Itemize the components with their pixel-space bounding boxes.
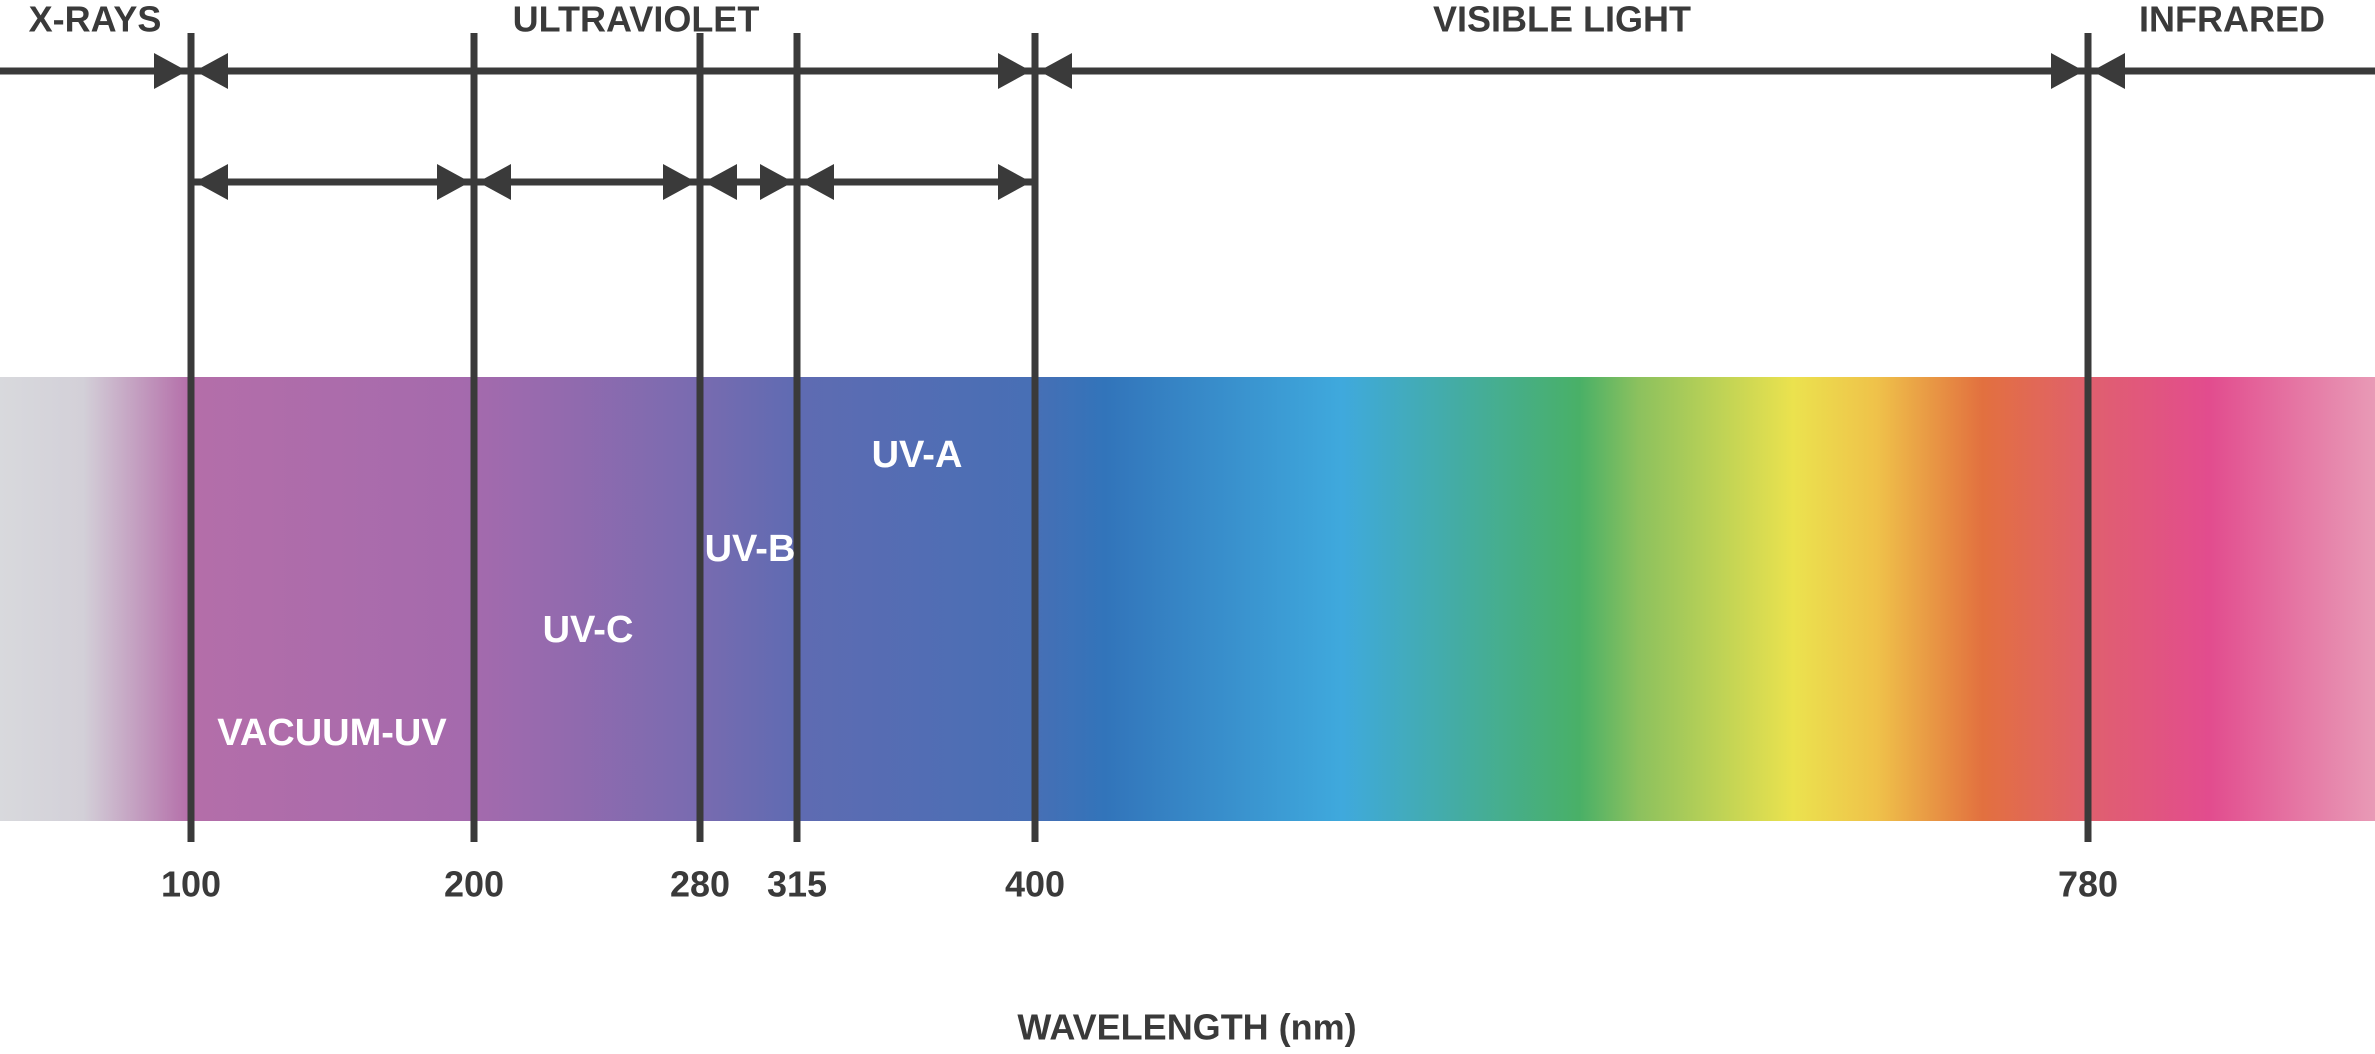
arrowhead [1039, 53, 1072, 89]
arrowhead [760, 164, 793, 200]
region-label: VISIBLE LIGHT [1433, 0, 1691, 40]
arrowhead [704, 164, 737, 200]
band-label: VACUUM-UV [217, 712, 447, 754]
band-label: UV-A [872, 434, 963, 476]
arrowhead [2051, 53, 2084, 89]
arrowhead [998, 164, 1031, 200]
boundary-label: 100 [161, 864, 221, 905]
region-label: ULTRAVIOLET [513, 0, 760, 40]
region-label: INFRARED [2139, 0, 2325, 40]
arrowhead [154, 53, 187, 89]
arrowhead [437, 164, 470, 200]
arrowhead [195, 53, 228, 89]
boundary-label: 315 [767, 864, 827, 905]
band-label: UV-B [705, 528, 796, 570]
boundary-label: 400 [1005, 864, 1065, 905]
boundary-label: 780 [2058, 864, 2118, 905]
spectrum-band [0, 377, 2375, 821]
markers [0, 33, 2375, 842]
region-label: X-RAYS [29, 0, 162, 40]
arrowhead [2092, 53, 2125, 89]
arrowhead [663, 164, 696, 200]
arrowhead [801, 164, 834, 200]
boundary-label: 280 [670, 864, 730, 905]
band-label: UV-C [543, 609, 634, 651]
arrowhead [195, 164, 228, 200]
axis-label: WAVELENGTH (nm) [1017, 1007, 1356, 1048]
boundary-label: 200 [444, 864, 504, 905]
arrowhead [478, 164, 511, 200]
arrowhead [998, 53, 1031, 89]
